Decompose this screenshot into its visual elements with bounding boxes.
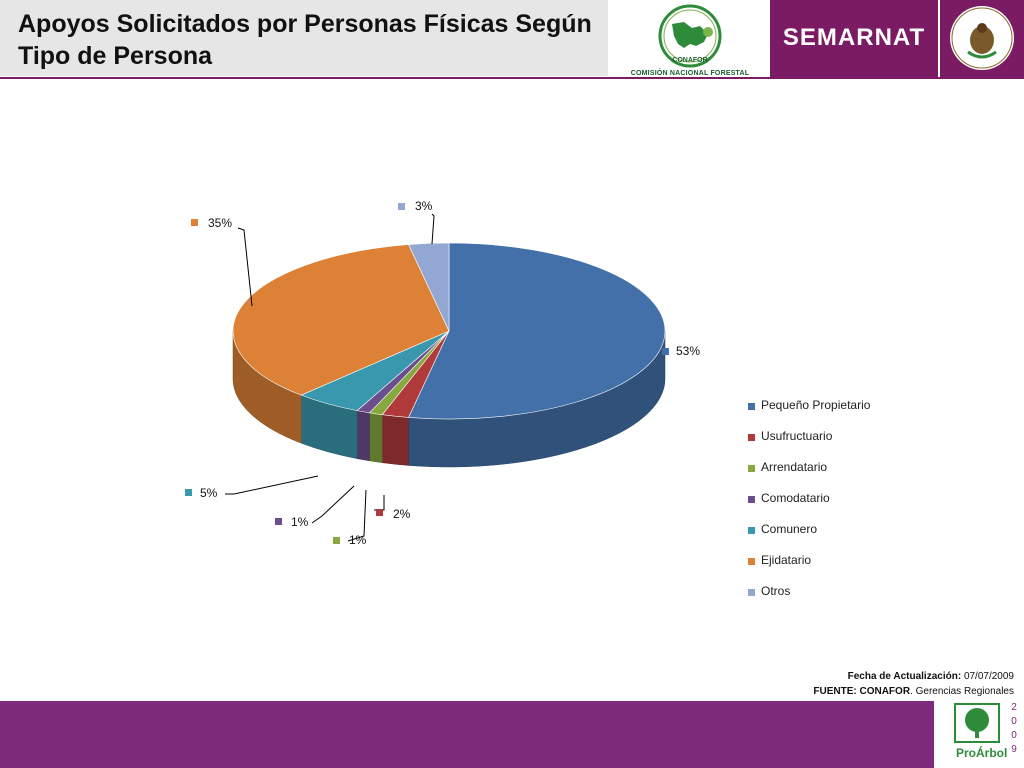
year-digit: 0 — [1011, 730, 1017, 741]
conafor-logo-text: CONAFOR — [672, 57, 707, 64]
label-swatch-pequeno-propietario — [662, 348, 669, 355]
label-swatch-arrendatario — [333, 537, 340, 544]
legend-swatch — [748, 589, 755, 596]
legend-label: Pequeño Propietario — [761, 398, 871, 412]
pie-slice-otros — [408, 242, 450, 332]
legend-label: Usufructuario — [761, 429, 833, 443]
conafor-logo: CONAFOR — [658, 4, 722, 68]
data-label-ejidatario: 35% — [208, 216, 232, 230]
label-swatch-ejidatario — [191, 219, 198, 226]
source-label: FUENTE: CONAFOR — [813, 686, 911, 697]
data-label-pequeno-propietario: 53% — [676, 344, 700, 358]
pie-slice-pequeno-propietario — [408, 242, 666, 420]
update-date-label: Fecha de Actualización: — [847, 671, 962, 682]
header-rule — [0, 77, 1024, 79]
label-swatch-otros — [398, 203, 405, 210]
pie-chart: 53% 2% 1% 1% 5% 35% 3% — [185, 199, 700, 547]
leader-line-ejidatario — [237, 227, 253, 307]
legend-swatch — [748, 527, 755, 534]
pie-side-arrendatario — [369, 412, 383, 463]
label-swatch-usufructuario — [376, 509, 383, 516]
source-line: FUENTE: CONAFOR. Gerencias Regionales — [813, 684, 1014, 699]
leader-line-otros — [431, 213, 435, 245]
leader-line-comodatario — [311, 485, 355, 524]
footnote: Fecha de Actualización: 07/07/2009 FUENT… — [813, 669, 1014, 699]
legend-item-usufructuario: Usufructuario — [748, 429, 948, 460]
legend-item-comodatario: Comodatario — [748, 491, 948, 522]
legend-item-otros: Otros — [748, 584, 948, 615]
label-swatch-comunero — [185, 489, 192, 496]
page-title: Apoyos Solicitados por Personas Físicas … — [18, 10, 592, 70]
pie-slice-ejidatario — [232, 244, 450, 396]
year-digit: 2 — [1011, 702, 1017, 713]
national-seal-icon — [950, 6, 1014, 70]
legend-item-arrendatario: Arrendatario — [748, 460, 948, 491]
data-label-otros: 3% — [415, 199, 433, 213]
pie-side-walls — [232, 330, 666, 468]
year-digit: 9 — [1011, 744, 1017, 755]
pie-side-comodatario — [356, 410, 370, 462]
legend-label: Ejidatario — [761, 553, 812, 567]
legend-swatch — [748, 558, 755, 565]
legend-item-comunero: Comunero — [748, 522, 948, 553]
data-label-comunero: 5% — [200, 486, 218, 500]
year-digit: 0 — [1011, 716, 1017, 727]
update-date-line: Fecha de Actualización: 07/07/2009 — [813, 669, 1014, 684]
source-value: . Gerencias Regionales — [910, 686, 1014, 697]
legend-item-ejidatario: Ejidatario — [748, 553, 948, 584]
legend-label: Otros — [761, 584, 791, 598]
footer-band — [0, 701, 1024, 768]
semarnat-banner: SEMARNAT — [770, 0, 938, 78]
leader-line-usufructuario — [374, 495, 385, 511]
seal-box — [940, 0, 1024, 78]
legend-item-pequeno-propietario: Pequeño Propietario — [748, 398, 948, 429]
label-swatch-comodatario — [275, 518, 282, 525]
semarnat-text: SEMARNAT — [782, 24, 926, 51]
proarbol-logo — [954, 703, 1000, 743]
data-label-usufructuario: 2% — [393, 507, 411, 521]
legend-swatch — [748, 403, 755, 410]
conafor-caption: COMISIÓN NACIONAL FORESTAL — [630, 70, 750, 77]
legend-label: Comodatario — [761, 491, 830, 505]
update-date-value: 07/07/2009 — [963, 671, 1014, 682]
header-title-box: Apoyos Solicitados por Personas Físicas … — [0, 0, 608, 76]
chart-legend: Pequeño Propietario Usufructuario Arrendat… — [748, 398, 948, 615]
legend-label: Comunero — [761, 522, 818, 536]
data-label-arrendatario: 1% — [349, 533, 367, 547]
data-label-comodatario: 1% — [291, 515, 309, 529]
proarbol-label: ProÁrbol — [956, 746, 1008, 760]
legend-label: Arrendatario — [761, 460, 828, 474]
leader-line-comunero — [225, 475, 319, 495]
legend-swatch — [748, 496, 755, 503]
leader-line-arrendatario — [347, 489, 367, 542]
legend-swatch — [748, 465, 755, 472]
pie-side-usufructuario — [382, 414, 409, 466]
legend-swatch — [748, 434, 755, 441]
